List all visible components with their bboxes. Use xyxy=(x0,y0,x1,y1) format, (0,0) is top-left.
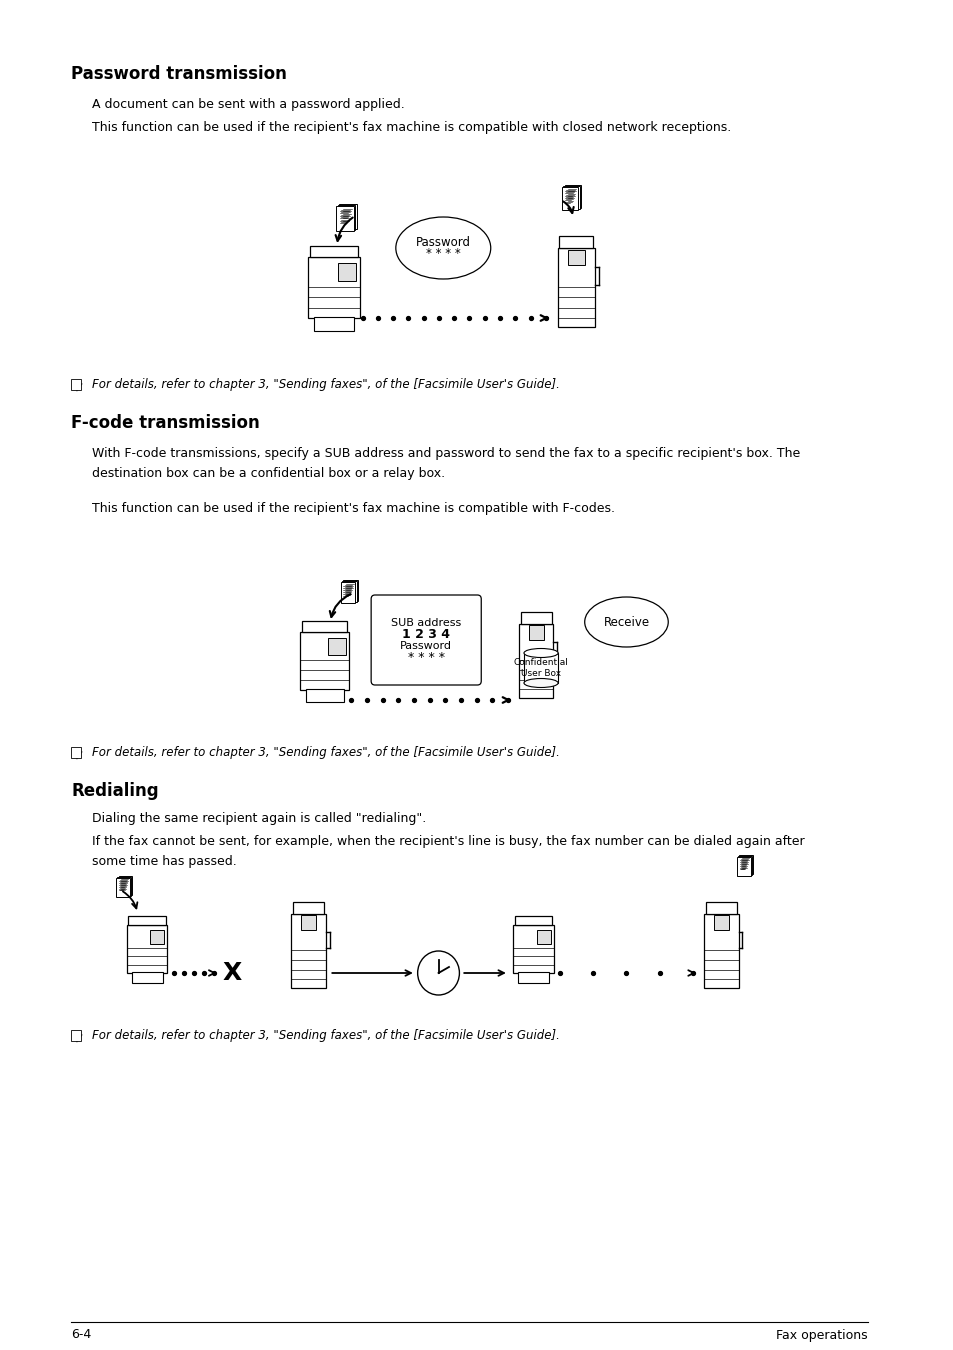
Text: Fax operations: Fax operations xyxy=(775,1328,866,1342)
Text: If the fax cannot be sent, for example, when the recipient's line is busy, the f: If the fax cannot be sent, for example, … xyxy=(92,836,803,848)
Text: 1 2 3 4: 1 2 3 4 xyxy=(402,628,450,641)
FancyBboxPatch shape xyxy=(343,580,357,601)
Text: SUB address: SUB address xyxy=(391,618,461,628)
Ellipse shape xyxy=(523,648,558,657)
FancyBboxPatch shape xyxy=(737,856,750,876)
FancyBboxPatch shape xyxy=(300,915,316,930)
FancyBboxPatch shape xyxy=(71,1030,81,1041)
Text: Password transmission: Password transmission xyxy=(71,65,287,82)
Text: For details, refer to chapter 3, "Sending faxes", of the [Facsimile User's Guide: For details, refer to chapter 3, "Sendin… xyxy=(92,378,559,390)
FancyBboxPatch shape xyxy=(523,653,558,683)
FancyBboxPatch shape xyxy=(703,914,738,988)
Text: This function can be used if the recipient's fax machine is compatible with clos: This function can be used if the recipie… xyxy=(92,122,731,134)
FancyBboxPatch shape xyxy=(337,263,355,281)
FancyBboxPatch shape xyxy=(71,378,81,390)
Text: Confidential
User Box: Confidential User Box xyxy=(513,659,568,678)
FancyBboxPatch shape xyxy=(518,624,553,698)
FancyBboxPatch shape xyxy=(739,855,752,873)
Text: Password: Password xyxy=(416,236,470,248)
Ellipse shape xyxy=(523,679,558,687)
Ellipse shape xyxy=(584,597,667,647)
FancyBboxPatch shape xyxy=(558,248,594,327)
FancyBboxPatch shape xyxy=(132,972,163,983)
Text: * * * *: * * * * xyxy=(425,247,460,261)
FancyBboxPatch shape xyxy=(561,188,578,211)
Text: Dialing the same recipient again is called "redialing".: Dialing the same recipient again is call… xyxy=(92,811,426,825)
FancyBboxPatch shape xyxy=(558,235,592,248)
FancyBboxPatch shape xyxy=(337,205,355,230)
FancyBboxPatch shape xyxy=(127,925,167,973)
FancyBboxPatch shape xyxy=(71,747,81,757)
FancyBboxPatch shape xyxy=(336,207,354,231)
FancyBboxPatch shape xyxy=(118,876,132,895)
FancyBboxPatch shape xyxy=(517,972,548,983)
FancyBboxPatch shape xyxy=(328,639,345,655)
FancyBboxPatch shape xyxy=(564,185,580,208)
Text: Password: Password xyxy=(399,641,452,651)
FancyBboxPatch shape xyxy=(713,915,728,930)
FancyBboxPatch shape xyxy=(310,246,357,256)
FancyBboxPatch shape xyxy=(299,632,349,690)
Text: F-code transmission: F-code transmission xyxy=(71,414,259,432)
FancyBboxPatch shape xyxy=(117,876,131,896)
Text: destination box can be a confidential box or a relay box.: destination box can be a confidential bo… xyxy=(92,467,445,481)
Text: For details, refer to chapter 3, "Sending faxes", of the [Facsimile User's Guide: For details, refer to chapter 3, "Sendin… xyxy=(92,1029,559,1041)
FancyBboxPatch shape xyxy=(301,621,347,632)
FancyBboxPatch shape xyxy=(150,930,164,944)
FancyBboxPatch shape xyxy=(513,925,553,973)
Text: With F-code transmissions, specify a SUB address and password to send the fax to: With F-code transmissions, specify a SUB… xyxy=(92,447,800,460)
Text: X: X xyxy=(223,961,242,986)
Text: some time has passed.: some time has passed. xyxy=(92,855,236,868)
FancyBboxPatch shape xyxy=(339,204,356,230)
FancyBboxPatch shape xyxy=(340,582,355,602)
Text: Redialing: Redialing xyxy=(71,782,158,801)
Text: Receive: Receive xyxy=(603,616,649,629)
FancyBboxPatch shape xyxy=(738,856,751,875)
Circle shape xyxy=(417,950,459,995)
FancyBboxPatch shape xyxy=(567,250,584,266)
FancyBboxPatch shape xyxy=(520,613,551,624)
FancyBboxPatch shape xyxy=(308,256,359,319)
FancyBboxPatch shape xyxy=(291,914,325,988)
FancyBboxPatch shape xyxy=(341,580,356,602)
FancyBboxPatch shape xyxy=(305,688,343,702)
FancyBboxPatch shape xyxy=(293,902,324,914)
Text: 6-4: 6-4 xyxy=(71,1328,91,1342)
Text: This function can be used if the recipient's fax machine is compatible with F-co: This function can be used if the recipie… xyxy=(92,502,615,514)
Ellipse shape xyxy=(395,217,490,279)
FancyBboxPatch shape xyxy=(314,317,354,331)
FancyBboxPatch shape xyxy=(129,917,166,925)
FancyBboxPatch shape xyxy=(536,930,550,944)
Text: A document can be sent with a password applied.: A document can be sent with a password a… xyxy=(92,99,404,111)
Text: For details, refer to chapter 3, "Sending faxes", of the [Facsimile User's Guide: For details, refer to chapter 3, "Sendin… xyxy=(92,745,559,759)
FancyBboxPatch shape xyxy=(371,595,480,684)
FancyBboxPatch shape xyxy=(562,186,579,209)
FancyBboxPatch shape xyxy=(528,625,543,640)
Text: * * * *: * * * * xyxy=(407,651,444,664)
FancyBboxPatch shape xyxy=(705,902,737,914)
FancyBboxPatch shape xyxy=(116,878,130,896)
FancyBboxPatch shape xyxy=(515,917,552,925)
